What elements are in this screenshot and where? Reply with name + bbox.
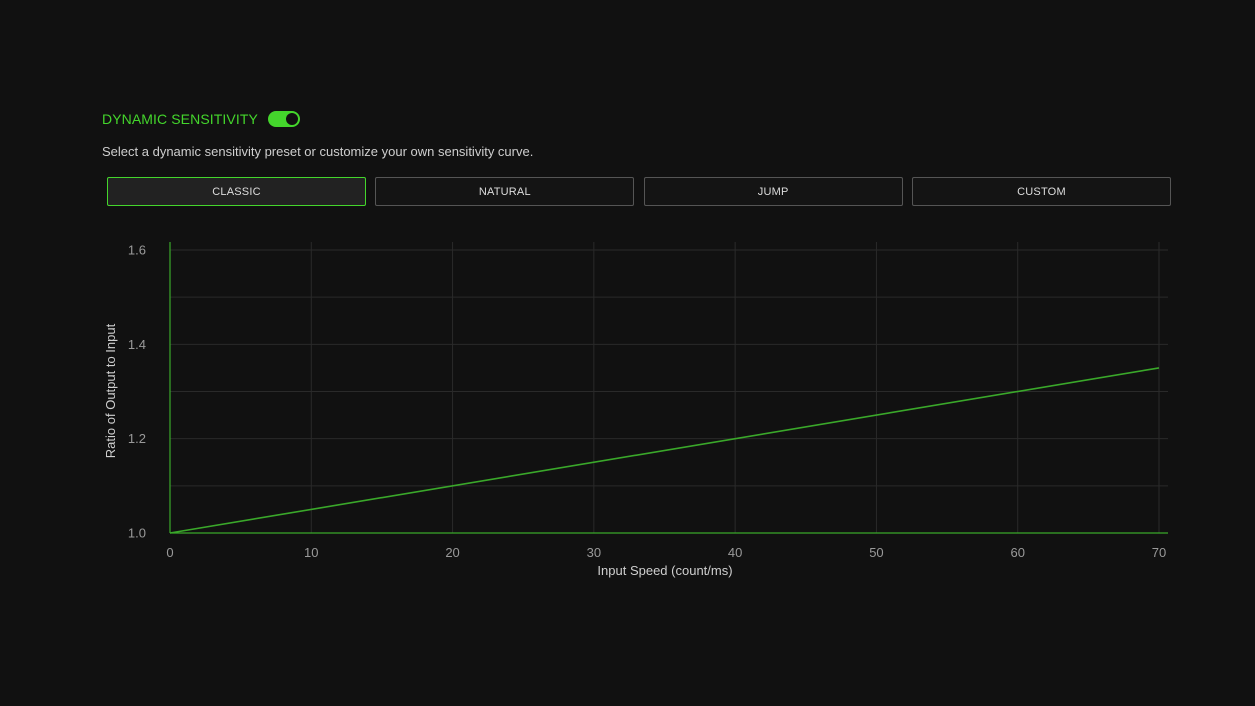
x-tick-label: 60 [1010, 545, 1024, 560]
preset-label: NATURAL [478, 185, 531, 198]
y-tick-label: 1.4 [128, 337, 146, 352]
preset-jump-button[interactable]: JUMP [643, 177, 903, 206]
x-tick-label: 20 [445, 545, 459, 560]
preset-label: CLASSIC [212, 185, 261, 198]
section-description: Select a dynamic sensitivity preset or c… [102, 144, 534, 159]
axes [169, 242, 1168, 534]
x-tick-label: 50 [869, 545, 883, 560]
preset-label: CUSTOM [1017, 185, 1066, 198]
dynamic-sensitivity-toggle[interactable] [267, 111, 300, 127]
x-tick-label: 0 [166, 545, 173, 560]
preset-classic-button[interactable]: CLASSIC [107, 177, 366, 206]
x-tick-label: 10 [304, 545, 318, 560]
y-axis-title: Ratio of Output to Input [103, 323, 118, 458]
section-title: DYNAMIC SENSITIVITY [102, 111, 258, 127]
x-tick-label: 70 [1152, 545, 1166, 560]
preset-custom-button[interactable]: CUSTOM [911, 177, 1171, 206]
sensitivity-curve-line [169, 367, 1160, 534]
y-tick-label: 1.2 [128, 431, 146, 446]
tick-labels: 0 10 20 30 40 50 60 70 1.0 1.2 1.4 1.6 [128, 243, 1166, 561]
y-tick-label: 1.0 [128, 526, 146, 541]
preset-natural-button[interactable]: NATURAL [375, 177, 635, 206]
dynamic-sensitivity-header: DYNAMIC SENSITIVITY [102, 110, 300, 128]
toggle-knob [285, 113, 298, 125]
x-axis-title: Input Speed (count/ms) [597, 563, 732, 578]
x-tick-label: 40 [728, 545, 742, 560]
preset-selector: CLASSIC NATURAL JUMP CUSTOM [107, 177, 1171, 206]
x-tick-label: 30 [587, 545, 601, 560]
preset-label: JUMP [757, 185, 789, 198]
y-tick-label: 1.6 [128, 243, 146, 258]
series [169, 367, 1160, 534]
grid [170, 242, 1168, 533]
